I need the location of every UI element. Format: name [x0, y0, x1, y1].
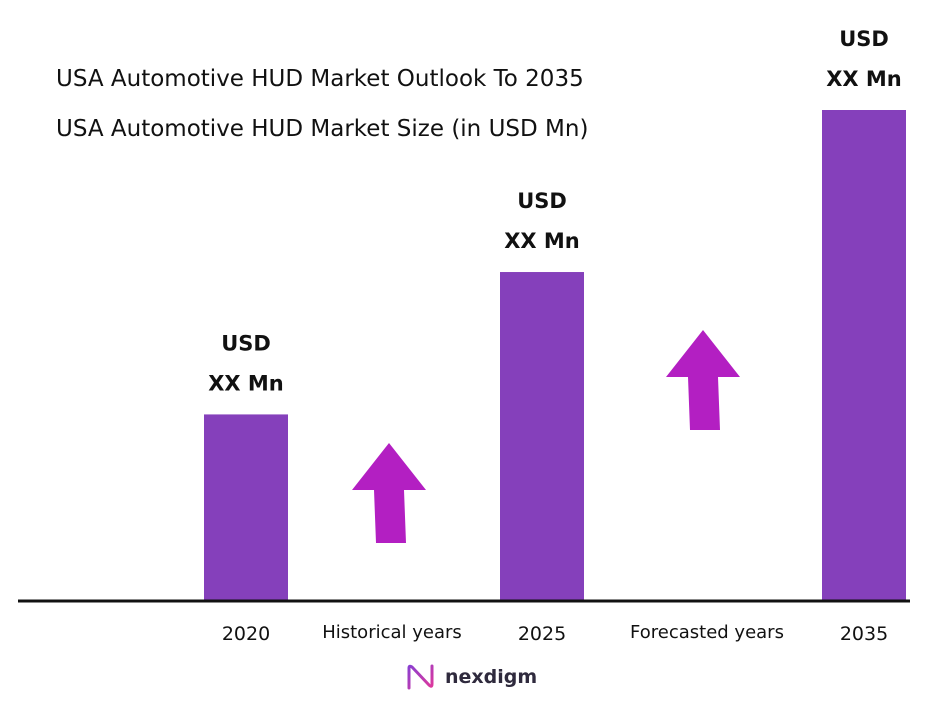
tick-label-2020: 2020 [222, 623, 270, 645]
period-label-1: Forecasted years [630, 622, 784, 643]
growth-arrow-historical [352, 443, 426, 543]
tick-label-2035: 2035 [840, 623, 888, 645]
tick-label-2025: 2025 [518, 623, 566, 645]
data-label-2035-0: USD [839, 27, 889, 51]
bar-2035 [822, 110, 906, 601]
chart-title: USA Automotive HUD Market Outlook To 203… [56, 66, 584, 92]
chart-subtitle: USA Automotive HUD Market Size (in USD M… [56, 116, 589, 142]
growth-arrow-forecast [666, 330, 740, 430]
nexdigm-logo-icon [407, 664, 434, 690]
bar-2025 [500, 272, 584, 601]
data-label-2025-1: XX Mn [504, 229, 580, 253]
title-block: USA Automotive HUD Market Outlook To 203… [56, 66, 588, 142]
logo: nexdigm [405, 662, 537, 692]
logo-text: nexdigm [445, 666, 538, 688]
period-label-0: Historical years [322, 622, 462, 643]
data-label-2035-1: XX Mn [826, 67, 902, 91]
data-label-2025-0: USD [517, 189, 567, 213]
data-label-2020-0: USD [221, 331, 271, 355]
data-label-2020-1: XX Mn [208, 371, 284, 395]
bar-2020 [204, 414, 288, 601]
